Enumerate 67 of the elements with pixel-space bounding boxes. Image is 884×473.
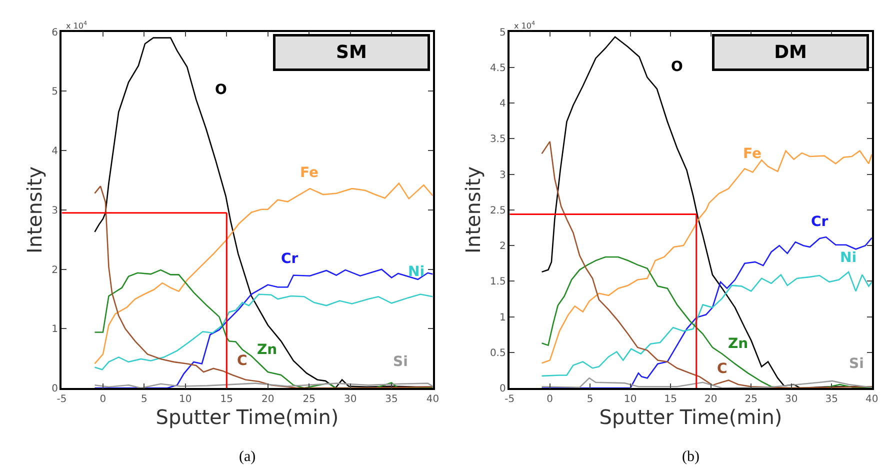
y-tick-label: 6 xyxy=(52,27,58,38)
y-tick-label: 1 xyxy=(52,324,58,336)
series-label: Fe xyxy=(300,165,318,181)
y-axis-title: Intensity xyxy=(22,166,47,254)
text: (a) xyxy=(239,449,256,465)
y-tick-label: 3.5 xyxy=(490,134,506,146)
y-tick-label: 4.5 xyxy=(490,62,506,74)
text: (b) xyxy=(682,449,700,465)
text: x 10$^{4}$ xyxy=(66,20,88,30)
picture-panel-label-box: DM xyxy=(712,34,869,71)
x-tick-label: 30 xyxy=(344,394,357,405)
y-tick-label: 2 xyxy=(52,264,58,276)
x-axis-title: Sputter Time(min) xyxy=(599,404,782,429)
picture-panel-label-box: SM xyxy=(273,34,430,71)
y-tick-label: 1 xyxy=(499,312,506,324)
x-tick-label: 35 xyxy=(825,394,838,405)
line-series xyxy=(94,294,433,370)
x-tick-label: 25 xyxy=(744,394,758,405)
x-tick-label: 40 xyxy=(866,394,878,405)
series-label: Si xyxy=(849,356,864,372)
series-label: Si xyxy=(393,354,408,370)
text: x 10$^{4}$ xyxy=(514,20,536,30)
x-axis-title: Sputter Time(min) xyxy=(156,404,339,429)
x-tick-label: 30 xyxy=(785,394,798,405)
line-series xyxy=(541,271,872,377)
series-label: C xyxy=(237,353,248,369)
x-tick-label: 10 xyxy=(179,394,192,405)
series-label: O xyxy=(671,59,683,75)
x-tick-label: 0 xyxy=(100,394,106,405)
x-tick-label: 25 xyxy=(302,394,316,405)
y-axis-title: Intensity xyxy=(460,166,485,254)
x-tick-label: -5 xyxy=(504,394,515,405)
x-tick-label: 5 xyxy=(586,394,594,405)
y-tick-label: 4 xyxy=(499,98,506,110)
y-tick-label: 5 xyxy=(52,86,58,98)
x-tick-label: 0 xyxy=(546,394,554,405)
x-tick-label: 5 xyxy=(141,394,148,405)
series-label: Zn xyxy=(728,336,748,352)
y-tick-label: 2.5 xyxy=(490,205,506,216)
series-label: Ni xyxy=(840,250,857,266)
y-tick-label: 4 xyxy=(52,146,58,158)
series-label: Cr xyxy=(811,214,828,230)
y-tick-label: 1.5 xyxy=(490,276,506,288)
series-label: Zn xyxy=(257,342,278,358)
y-tick-label: 0 xyxy=(499,384,506,395)
x-tick-label: 35 xyxy=(385,394,398,405)
y-tick-label: 3 xyxy=(52,205,58,216)
annotation: DM xyxy=(774,42,807,63)
x-tick-label: 20 xyxy=(262,394,274,405)
y-tick-label: 3 xyxy=(499,170,506,181)
annotation: SM xyxy=(336,42,367,63)
x-tick-label: 40 xyxy=(426,394,440,405)
series-label: O xyxy=(215,82,227,98)
series-label: Fe xyxy=(743,146,762,162)
series-label: Ni xyxy=(408,264,425,280)
x-tick-label: -5 xyxy=(56,394,67,405)
series-label: C xyxy=(717,361,728,377)
series-label: Cr xyxy=(281,251,298,267)
x-tick-label: 15 xyxy=(664,394,677,405)
x-tick-label: 15 xyxy=(220,394,234,405)
line-series xyxy=(541,377,872,388)
x-tick-label: 20 xyxy=(704,394,718,405)
y-tick-label: 0.5 xyxy=(490,348,506,359)
y-tick-label: 5 xyxy=(499,27,506,38)
y-tick-label: 2 xyxy=(499,241,506,252)
x-tick-label: 10 xyxy=(624,394,637,405)
y-tick-label: 0 xyxy=(52,384,58,395)
